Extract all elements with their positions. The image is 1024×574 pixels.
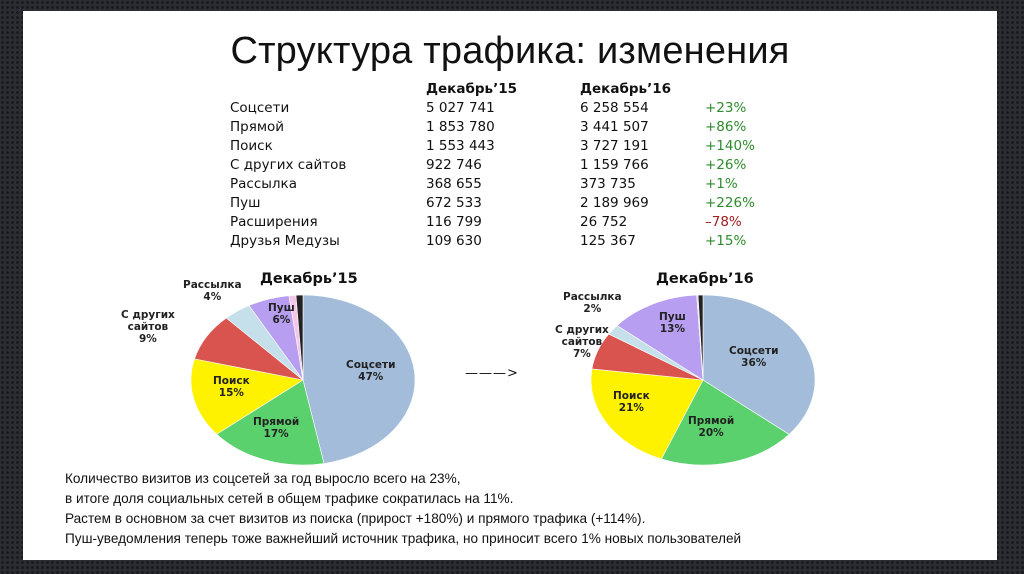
row-dec16: 6 258 554: [580, 100, 649, 116]
pie15-label-other: С других сайтов 9%: [121, 309, 175, 345]
pie-slice-search: [590, 368, 704, 460]
row-dec15: 922 746: [426, 157, 482, 173]
pie-slice-social: [302, 294, 416, 464]
row-dec16: 3 727 191: [580, 138, 649, 154]
pie15-label-direct: Прямой 17%: [253, 416, 300, 440]
arrow-indicator: ———>: [465, 366, 519, 381]
row-dec15: 1 853 780: [426, 119, 495, 135]
row-dec15: 672 533: [426, 195, 482, 211]
row-dec16: 3 441 507: [580, 119, 649, 135]
row-change: +226%: [705, 195, 755, 211]
row-dec15: 1 553 443: [426, 138, 495, 154]
pie15-label-mail: Рассылка 4%: [183, 279, 242, 303]
row-change: +140%: [705, 138, 755, 154]
row-change: +26%: [705, 157, 747, 173]
pie-slice-search: [190, 358, 304, 435]
row-change: –78%: [705, 214, 742, 230]
row-name: Друзья Медузы: [230, 233, 340, 249]
slide: Структура трафика: изменения Декабрь’15 …: [23, 11, 997, 560]
row-name: Прямой: [230, 119, 285, 135]
note-line: Растем в основном за счет визитов из пои…: [65, 511, 646, 526]
pie-chart-dec16: [590, 294, 816, 466]
header-dec15: Декабрь’15: [426, 81, 517, 97]
header-dec16: Декабрь’16: [580, 81, 671, 97]
row-name: Пуш: [230, 195, 261, 211]
pie-slice-social: [702, 294, 816, 435]
row-name: С других сайтов: [230, 157, 347, 173]
pie-chart-dec15: [190, 294, 416, 466]
pie16-label-mail: Рассылка 2%: [563, 291, 622, 315]
pie15-title: Декабрь’15: [260, 271, 358, 287]
pie16-label-other: С других сайтов 7%: [555, 324, 609, 360]
note-line: Пуш-уведомления теперь тоже важнейший ис…: [65, 531, 742, 546]
row-dec16: 2 189 969: [580, 195, 649, 211]
pie16-label-push: Пуш 13%: [659, 311, 686, 335]
row-name: Рассылка: [230, 176, 297, 192]
pie-slice-direct: [216, 379, 325, 466]
row-dec15: 368 655: [426, 176, 482, 192]
row-dec15: 116 799: [426, 214, 482, 230]
row-change: +1%: [705, 176, 738, 192]
pie15-label-social: Соцсети 47%: [346, 359, 396, 383]
row-dec15: 109 630: [426, 233, 482, 249]
row-change: +15%: [705, 233, 747, 249]
row-dec16: 373 735: [580, 176, 636, 192]
note-line: Количество визитов из соцсетей за год вы…: [65, 471, 461, 486]
row-dec16: 125 367: [580, 233, 636, 249]
pie16-label-social: Соцсети 36%: [729, 345, 779, 369]
row-name: Соцсети: [230, 100, 290, 116]
pie-slice-friends: [295, 294, 304, 381]
summary-notes: Количество визитов из соцсетей за год вы…: [65, 469, 741, 549]
pie15-label-push: Пуш 6%: [268, 302, 295, 326]
pie-slice-friends: [697, 294, 704, 381]
pie16-label-search: Поиск 21%: [613, 390, 650, 414]
slide-title: Структура трафика: изменения: [230, 30, 790, 72]
pie16-label-direct: Прямой 20%: [688, 415, 735, 439]
pie16-title: Декабрь’16: [656, 271, 754, 287]
row-dec16: 26 752: [580, 214, 628, 230]
pie-slice-direct: [660, 379, 790, 466]
row-dec15: 5 027 741: [426, 100, 495, 116]
row-change: +23%: [705, 100, 747, 116]
row-name: Поиск: [230, 138, 273, 154]
pie15-label-search: Поиск 15%: [213, 375, 250, 399]
pie-slice-push: [616, 294, 704, 381]
row-dec16: 1 159 766: [580, 157, 649, 173]
row-name: Расширения: [230, 214, 318, 230]
note-line: в итоге доля социальных сетей в общем тр…: [65, 491, 514, 506]
row-change: +86%: [705, 119, 747, 135]
